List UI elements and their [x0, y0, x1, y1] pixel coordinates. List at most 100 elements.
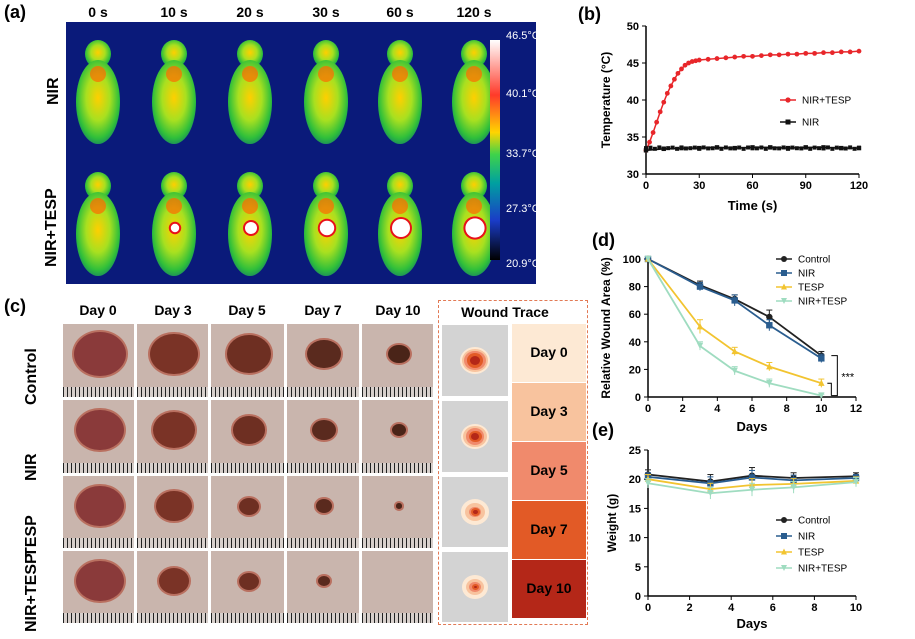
time-label: 0 s — [88, 4, 108, 20]
significance-bracket — [827, 382, 832, 396]
data-point — [741, 146, 746, 151]
ruler — [287, 387, 359, 397]
wound-photo — [361, 323, 434, 398]
wound-photo — [361, 550, 434, 624]
data-point — [781, 145, 786, 150]
data-point — [852, 146, 857, 151]
data-point — [652, 146, 657, 151]
y-tick-label: 30 — [627, 169, 639, 181]
data-point — [750, 53, 755, 59]
ruler — [137, 613, 208, 623]
y-tick-label: 35 — [627, 132, 639, 144]
ruler — [63, 613, 134, 623]
data-point — [754, 146, 759, 151]
x-tick-label: 2 — [680, 403, 686, 415]
data-point — [715, 145, 719, 150]
wound-photo — [62, 550, 135, 624]
data-point — [812, 145, 817, 150]
x-tick-label: 6 — [749, 403, 755, 415]
temperature-chart: 0 30 60 90 120 30 35 40 45 50 Time (s) Temperature … — [599, 21, 868, 213]
trace-legend-label: Day 10 — [526, 580, 572, 596]
thermal-mouse — [152, 172, 196, 276]
data-point — [843, 146, 848, 151]
data-point — [731, 347, 738, 355]
trace-legend-swatch: Day 3 — [512, 383, 586, 441]
data-point — [856, 48, 862, 54]
ruler — [362, 613, 433, 623]
thermal-mouse — [378, 40, 422, 144]
trace-legend-label: Day 7 — [530, 521, 568, 537]
data-point — [818, 392, 825, 399]
wound-area — [158, 568, 189, 594]
wound-photo — [136, 399, 209, 474]
wound-area — [238, 572, 259, 590]
series-line — [645, 50, 860, 151]
data-point — [647, 139, 652, 145]
ruler — [211, 387, 284, 397]
y-tick-label: 80 — [629, 282, 641, 294]
data-point — [763, 146, 768, 151]
y-tick-label: 60 — [629, 309, 641, 321]
wound-photo — [286, 550, 360, 624]
x-tick-label: 4 — [714, 403, 721, 415]
thermal-mouse — [228, 40, 272, 144]
data-point — [696, 57, 702, 63]
data-point — [748, 486, 756, 493]
data-point — [723, 55, 729, 61]
data-point — [790, 484, 797, 491]
thermal-mouse — [76, 40, 120, 144]
data-point — [821, 146, 826, 151]
data-point — [683, 146, 688, 151]
data-point — [785, 51, 791, 57]
y-tick-label: 5 — [635, 562, 641, 574]
thermal-mouse — [76, 172, 120, 276]
data-point — [794, 146, 799, 151]
wound-area — [387, 344, 410, 364]
colorbar-tick: 40.1°C — [506, 88, 540, 100]
wound-trace — [442, 552, 508, 622]
y-tick-label: 20 — [629, 474, 641, 486]
trace-ring — [471, 432, 479, 441]
trace-ring — [472, 509, 478, 515]
panel-e-label: (e) — [592, 420, 614, 440]
y-tick-label: 10 — [629, 533, 641, 545]
x-axis-label: Days — [736, 419, 767, 434]
data-point — [732, 146, 737, 151]
trace-ring — [470, 356, 480, 365]
x-axis-label: Days — [736, 616, 767, 631]
data-point — [661, 146, 666, 151]
legend-label: NIR+TESP — [798, 564, 848, 575]
data-point — [838, 49, 844, 55]
legend-marker — [785, 97, 791, 103]
data-point — [650, 130, 656, 135]
y-tick-label: 20 — [629, 364, 641, 376]
data-point — [766, 362, 773, 370]
trace-legend-label: Day 5 — [530, 462, 568, 478]
colorbar-min: 20.9°C — [506, 258, 540, 270]
data-point — [731, 367, 738, 374]
data-point — [696, 322, 704, 330]
x-tick-label: 10 — [850, 602, 862, 614]
thermal-mouse — [452, 172, 496, 276]
data-point — [781, 256, 787, 262]
x-tick-label: 60 — [746, 180, 758, 192]
wound-area — [316, 499, 332, 513]
day-label: Day 10 — [375, 302, 421, 318]
hotspot — [245, 222, 257, 234]
legend-label: TESP — [798, 283, 824, 294]
wound-area — [155, 490, 192, 522]
thermal-mouse — [228, 172, 272, 276]
data-point — [661, 99, 667, 105]
y-tick-label: 40 — [627, 95, 639, 107]
data-point — [679, 145, 684, 150]
data-point — [748, 474, 756, 481]
ruler — [362, 463, 433, 473]
ruler — [211, 613, 284, 623]
data-point — [692, 145, 697, 150]
data-point — [701, 145, 706, 150]
ruler — [63, 463, 134, 473]
data-point — [847, 49, 853, 55]
temperature-colorbar — [490, 40, 500, 260]
data-point — [719, 146, 724, 151]
x-tick-label: 0 — [645, 602, 651, 614]
